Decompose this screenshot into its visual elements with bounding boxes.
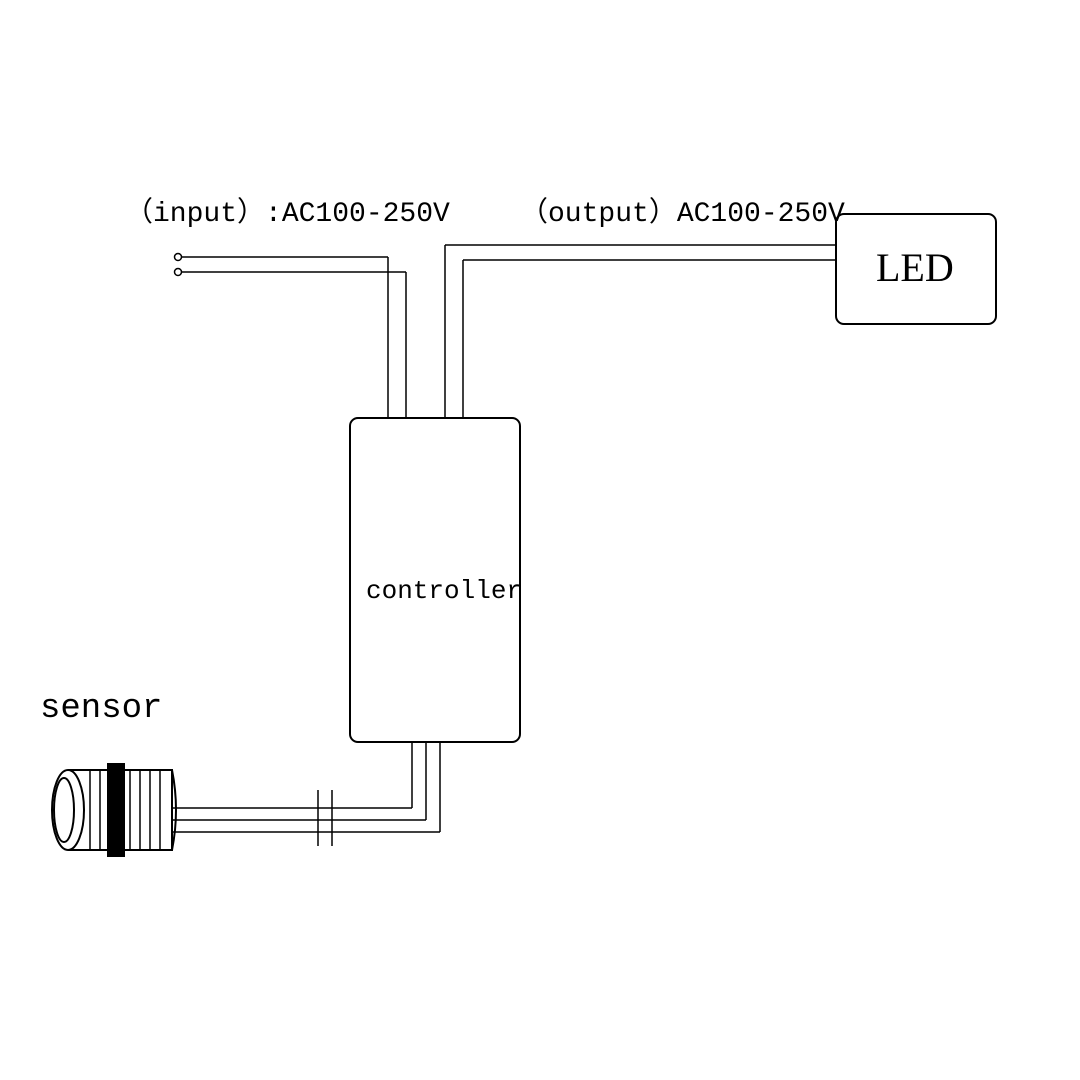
output-wires — [445, 245, 836, 418]
sensor-wires — [172, 742, 440, 846]
wiring-diagram — [0, 0, 1080, 1080]
led-label: LED — [876, 244, 954, 291]
output-label: （output）AC100-250V — [520, 190, 845, 230]
sensor-label: sensor — [40, 690, 162, 728]
input-wires — [175, 254, 407, 419]
input-label: （input）:AC100-250V — [125, 190, 450, 230]
controller-label: controller — [366, 576, 522, 606]
sensor-body — [52, 764, 176, 856]
